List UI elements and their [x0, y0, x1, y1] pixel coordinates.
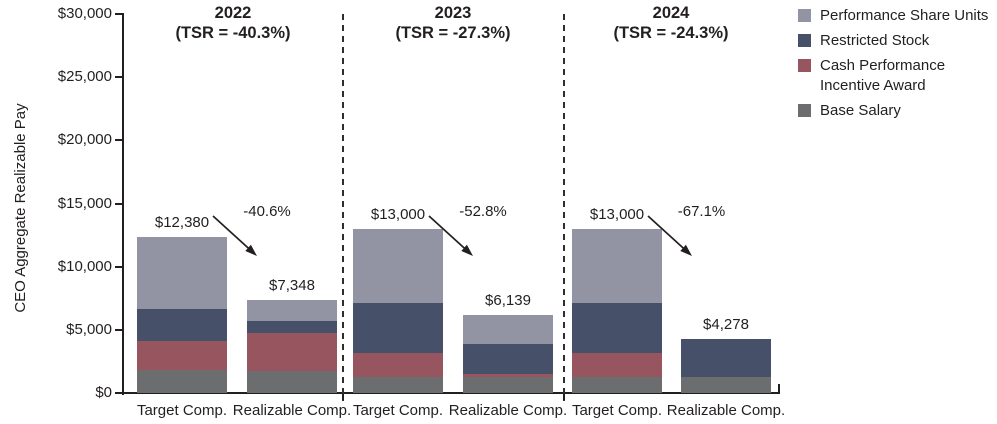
year-label: 2022: [214, 4, 252, 22]
legend-item-psu: Performance Share Units: [798, 6, 994, 26]
y-tick-label: $25,000: [57, 68, 112, 86]
decline-arrow: [427, 212, 483, 264]
bar-segment-base: [572, 376, 662, 393]
bar-segment-psu: [463, 315, 553, 344]
legend-label: Performance Share Units: [820, 7, 989, 24]
y-tick-mark: [115, 139, 124, 142]
y-tick-mark: [115, 202, 124, 205]
pct-change-label: -40.6%: [243, 203, 291, 220]
bar-segment-psu: [572, 228, 662, 303]
year-divider-line: [563, 14, 565, 401]
pct-change-label: -67.1%: [677, 203, 726, 220]
y-tick-mark: [115, 76, 124, 79]
legend-swatch-psu-icon: [798, 9, 811, 22]
y-tick-label: $10,000: [57, 257, 112, 275]
y-axis-title: CEO Aggregate Realizable Pay: [12, 103, 29, 313]
bar-segment-base: [463, 376, 553, 393]
pct-change-label: -52.8%: [459, 203, 507, 220]
year-label: 2023: [434, 4, 472, 22]
bar-segment-base: [681, 376, 771, 393]
bar-segment-rs: [247, 321, 337, 334]
year-label: 2024: [652, 4, 690, 22]
decline-arrow: [646, 212, 702, 264]
bar-total-label: $4,278: [703, 315, 749, 333]
y-tick-mark: [115, 13, 124, 15]
x-category-label: Realizable Comp.: [666, 402, 786, 419]
bar-total-label: $13,000: [589, 205, 645, 223]
x-axis-tick: [563, 394, 565, 400]
bar-segment-rs: [463, 343, 553, 374]
y-tick-mark: [115, 392, 124, 394]
bar-segment-cash: [353, 352, 443, 377]
x-category-label: Realizable Comp.: [448, 402, 568, 419]
bar-segment-cash: [137, 341, 227, 371]
bar-segment-psu: [137, 236, 227, 310]
tsr-label: (TSR = -24.3%): [613, 24, 729, 42]
x-category-label: Target Comp.: [571, 402, 663, 419]
x-category-label: Target Comp.: [136, 402, 228, 419]
bar-segment-base: [353, 376, 443, 393]
x-category-label: Realizable Comp.: [232, 402, 352, 419]
bar-segment-rs: [572, 302, 662, 353]
year-header: 2024 (TSR = -24.3%): [561, 3, 781, 43]
bar-segment-rs: [353, 302, 443, 353]
decline-arrow: [211, 212, 267, 264]
legend-swatch-cash-icon: [798, 59, 811, 72]
bar-segment-cash: [463, 373, 553, 377]
tsr-label: (TSR = -40.3%): [175, 24, 291, 42]
year-header: 2023 (TSR = -27.3%): [343, 3, 563, 43]
year-header: 2022 (TSR = -40.3%): [123, 3, 343, 43]
y-tick-label: $5,000: [66, 320, 112, 338]
x-category-label: Target Comp.: [352, 402, 444, 419]
y-tick-label: $15,000: [57, 194, 112, 212]
y-tick-label: $0: [95, 384, 112, 401]
legend-label: Base Salary: [820, 102, 901, 119]
bar-segment-base: [247, 371, 337, 393]
x-axis-end-tick: [778, 384, 780, 393]
bar-segment-rs: [681, 338, 771, 377]
bar-total-label: $6,139: [485, 292, 531, 310]
bar-total-label: $12,380: [154, 213, 210, 231]
bar-segment-psu: [247, 300, 337, 322]
legend: Performance Share Units Restricted Stock C…: [798, 6, 994, 121]
x-axis-tick: [342, 394, 344, 400]
legend-swatch-base-icon: [798, 104, 811, 117]
bar-segment-cash: [247, 333, 337, 372]
legend-item-rs: Restricted Stock: [798, 31, 994, 51]
y-tick-label: $20,000: [57, 131, 112, 149]
tsr-label: (TSR = -27.3%): [395, 24, 511, 42]
legend-swatch-rs-icon: [798, 34, 811, 47]
bar-segment-rs: [137, 309, 227, 342]
bar-segment-base: [137, 370, 227, 393]
bar-total-label: $13,000: [370, 205, 426, 223]
legend-item-cash: Cash Performance Incentive Award: [798, 56, 994, 96]
x-axis-line: [122, 392, 780, 394]
legend-label: Restricted Stock: [820, 32, 930, 49]
bar-segment-psu: [353, 228, 443, 303]
legend-item-base: Base Salary: [798, 101, 994, 121]
bar-segment-cash: [572, 352, 662, 377]
y-tick-label: $30,000: [57, 5, 112, 22]
y-tick-mark: [115, 328, 124, 331]
y-tick-mark: [115, 265, 124, 268]
legend-label: Cash Performance Incentive Award: [820, 57, 946, 94]
bar-total-label: $7,348: [269, 277, 315, 295]
year-divider-line: [342, 14, 344, 401]
